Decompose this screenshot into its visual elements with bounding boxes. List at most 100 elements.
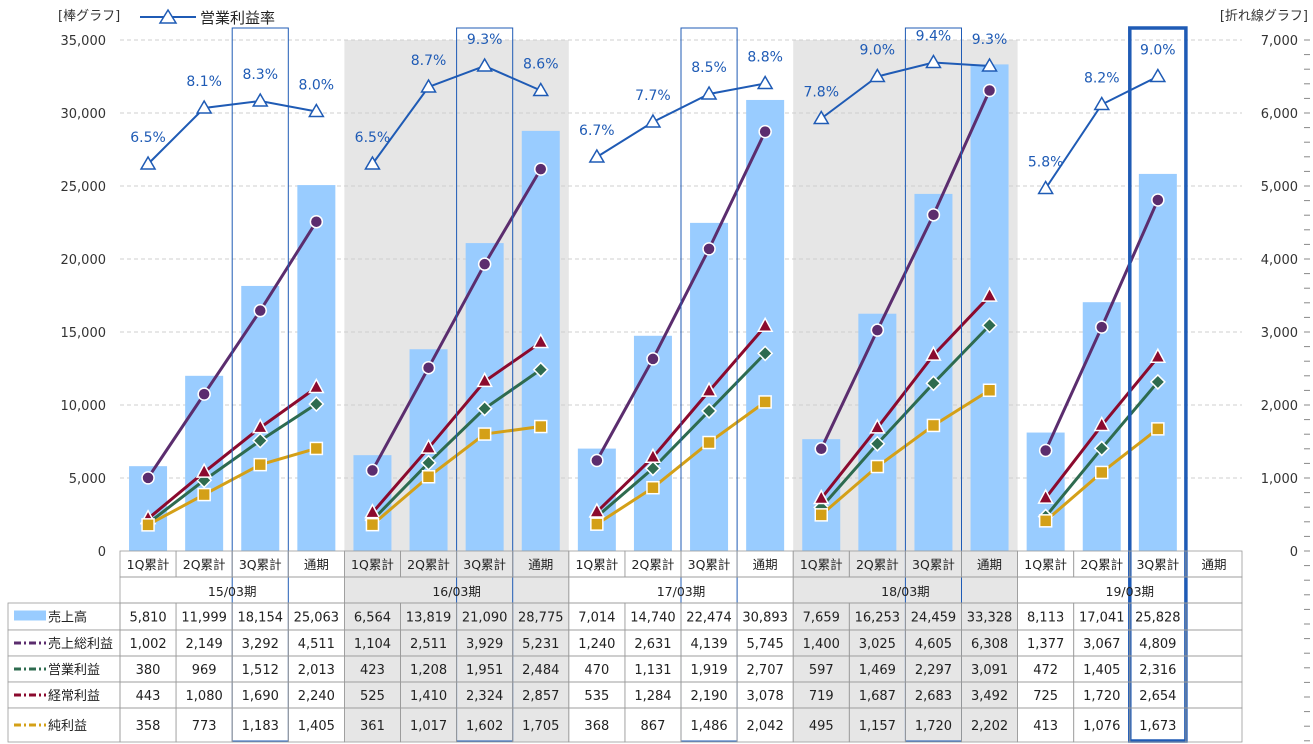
data-cell-value: 4,605 [915,637,952,652]
data-cell-value: 2,707 [747,663,784,678]
data-cell-value: 1,157 [859,719,896,734]
highlight-box [456,27,514,742]
margin-data-label: 7.7% [635,88,671,104]
point-net-profit [1038,514,1053,528]
point-gross-profit [982,83,997,98]
point-operating-margin [251,92,269,107]
point-operating-margin [1093,96,1111,111]
right-tick-label: 3,000 [1261,326,1298,341]
point-operating-profit [700,402,718,419]
data-cell-value: 472 [1033,663,1058,678]
data-cell-value: 18,154 [238,611,284,626]
category-label: 1Q累計 [351,557,394,572]
point-ordinary-profit [1093,415,1111,432]
data-cell-value: 4,809 [1139,637,1176,652]
data-cell-value: 725 [1033,689,1058,704]
data-cell-value: 3,929 [466,637,503,652]
margin-data-label: 9.3% [972,32,1008,48]
point-ordinary-profit [869,418,886,434]
data-cell-value: 2,484 [522,663,559,678]
category-label: 2Q累計 [1080,557,1123,572]
point-operating-margin [364,155,381,170]
point-ordinary-profit [420,438,437,454]
right-tick-label: 0 [1290,545,1298,560]
data-cell-value: 1,208 [410,663,447,678]
data-cell [1185,707,1243,743]
data-cell-value: 1,104 [354,637,391,652]
margin-data-label: 8.8% [747,50,783,66]
point-net-profit [982,383,997,398]
data-cell-value: 1,512 [242,663,279,678]
margin-data-label: 5.8% [1028,155,1064,171]
point-ordinary-profit [251,418,269,434]
margin-data-label: 8.0% [299,78,335,94]
point-ordinary-profit [1149,347,1167,364]
point-net-profit [870,459,885,474]
data-cell-value: 2,654 [1139,689,1176,704]
data-cell-value: 2,149 [186,637,223,652]
data-cell-value: 5,810 [129,611,166,626]
data-cell-value: 2,240 [298,689,335,704]
point-operating-margin [1149,68,1167,83]
category-label: 3Q累計 [688,557,731,572]
point-net-profit [758,395,772,409]
data-cell-value: 6,564 [354,611,391,626]
right-tick-label: 2,000 [1261,399,1298,414]
emphasis-box [1128,26,1188,743]
row-label-cell [7,707,121,743]
data-cell-value: 495 [809,719,834,734]
data-cell-value: 413 [1033,719,1058,734]
category-label: 1Q累計 [127,557,170,572]
data-cell-value: 33,328 [967,611,1013,626]
row-label-cell [7,629,121,657]
point-ordinary-profit [644,447,662,464]
data-cell-value: 423 [360,663,385,678]
point-operating-profit [252,432,269,449]
data-cell-value: 1,405 [298,719,335,734]
point-net-profit [590,517,604,531]
data-cell-value: 1,705 [522,719,559,734]
data-cell-value: 1,486 [690,719,727,734]
data-cell-value: 2,202 [971,719,1008,734]
row-label: 売上高 [48,610,87,626]
point-gross-profit [702,242,716,256]
point-net-profit [197,487,211,502]
data-cell-value: 443 [136,689,161,704]
point-gross-profit [1151,193,1165,207]
data-cell-value: 3,292 [242,637,279,652]
data-cell-value: 525 [360,689,385,704]
data-cell [1185,629,1243,657]
data-cell-value: 25,063 [294,611,340,626]
point-ordinary-profit [700,381,718,397]
point-ordinary-profit [308,377,325,394]
point-operating-profit [644,460,662,477]
data-cell-value: 1,183 [242,719,279,734]
data-cell-value: 17,041 [1079,611,1125,626]
margin-data-label: 6.7% [579,123,615,139]
left-tick-label: 35,000 [61,34,107,49]
point-ordinary-profit [364,503,381,519]
left-tick-label: 0 [98,545,106,560]
data-cell-value: 21,090 [462,611,508,626]
point-gross-profit [534,162,548,176]
point-operating-margin [420,78,437,93]
data-cell-value: 470 [584,663,609,678]
period-label: 17/03期 [657,584,706,599]
margin-data-label: 9.3% [467,32,503,48]
point-net-profit [1095,465,1109,480]
point-ordinary-profit [532,332,550,349]
data-cell-value: 1,720 [915,719,952,734]
point-operating-margin [308,103,325,118]
point-net-profit [253,457,267,472]
point-gross-profit [926,208,941,222]
category-label: 3Q累計 [912,557,955,572]
point-operating-margin [925,54,942,69]
data-cell-value: 1,951 [466,663,503,678]
data-cell-value: 1,673 [1139,719,1176,734]
right-tick-label: 6,000 [1261,107,1298,122]
point-gross-profit [141,471,155,485]
data-cell-value: 1,284 [634,689,671,704]
point-operating-margin [756,75,774,90]
left-tick-label: 30,000 [61,107,107,122]
